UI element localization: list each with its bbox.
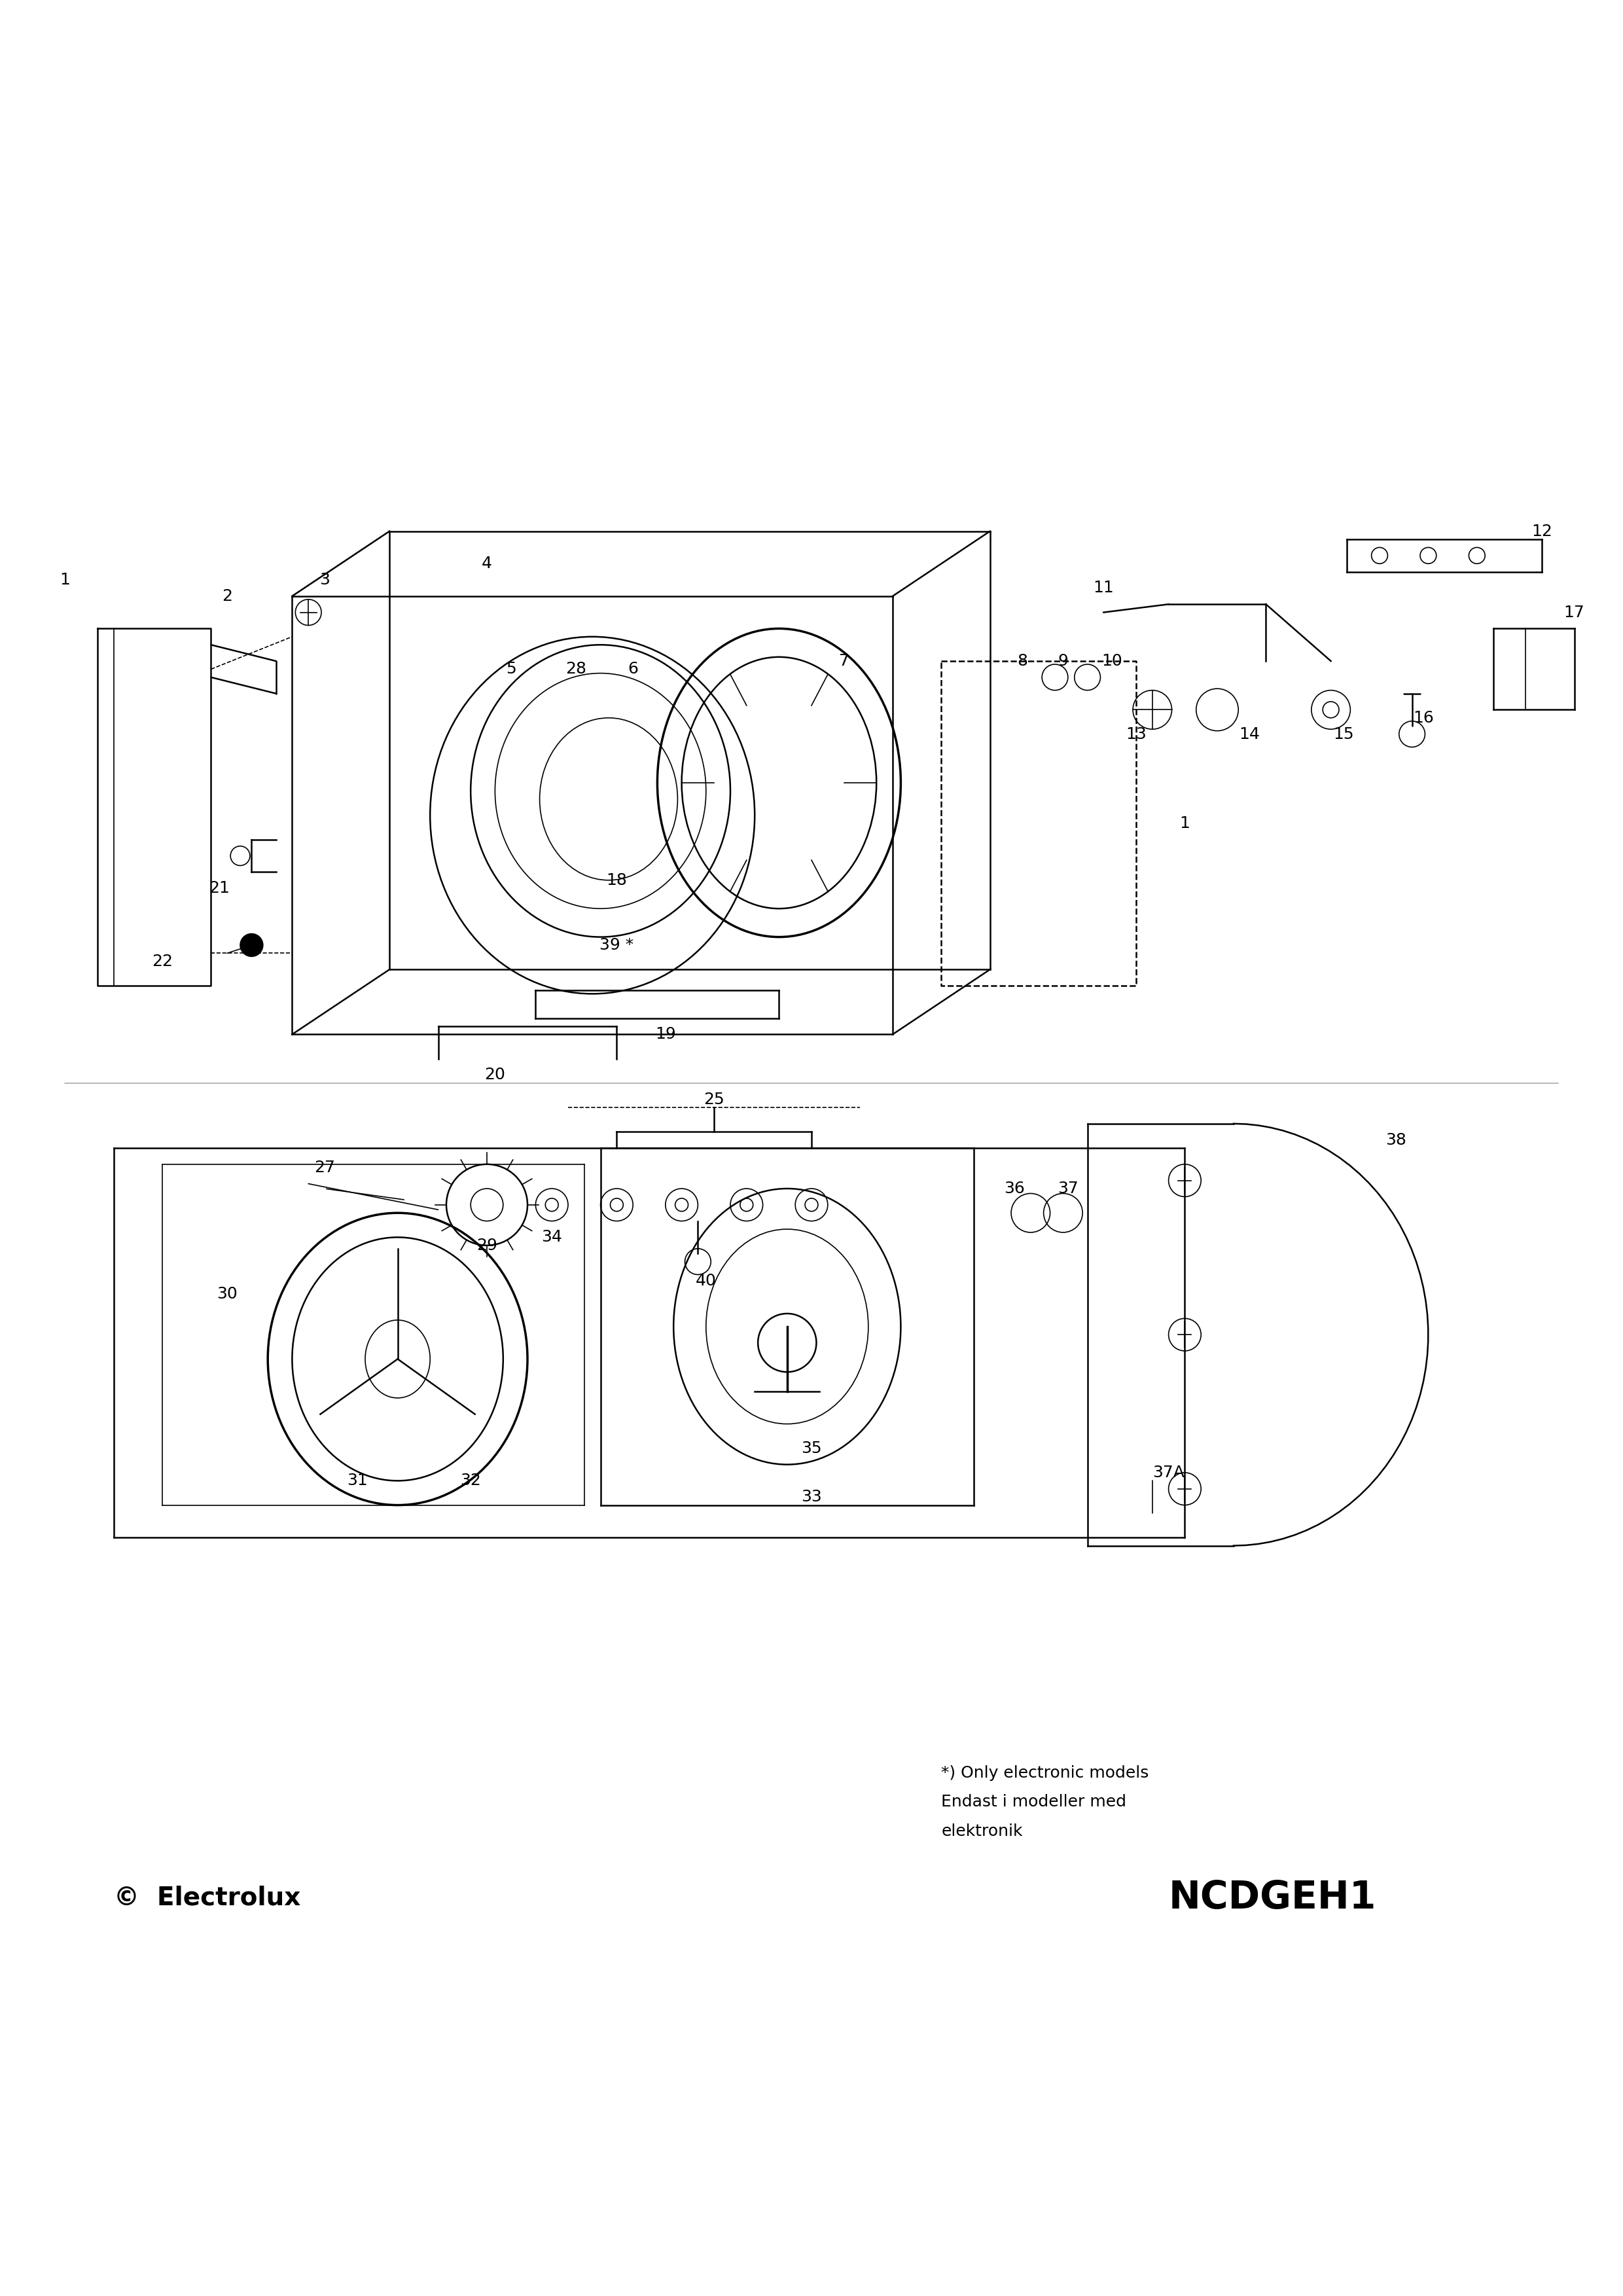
Text: elektronik: elektronik [941, 1823, 1022, 1839]
Text: Endast i modeller med: Endast i modeller med [941, 1793, 1126, 1809]
Text: 5: 5 [506, 661, 516, 677]
Text: 37: 37 [1058, 1180, 1078, 1196]
Text: 2: 2 [222, 588, 232, 604]
Circle shape [240, 934, 263, 957]
Text: 1: 1 [60, 572, 70, 588]
Text: 10: 10 [1102, 652, 1121, 668]
Text: 27: 27 [315, 1159, 334, 1176]
Text: 15: 15 [1334, 726, 1354, 742]
Text: 40: 40 [696, 1274, 716, 1288]
Text: 16: 16 [1414, 709, 1433, 726]
Text: 19: 19 [656, 1026, 675, 1042]
Text: 11: 11 [1094, 581, 1113, 597]
Text: 37A: 37A [1152, 1465, 1185, 1481]
Text: 18: 18 [607, 872, 626, 889]
Text: 14: 14 [1240, 726, 1259, 742]
Text: 29: 29 [477, 1238, 497, 1254]
Text: 36: 36 [1005, 1180, 1024, 1196]
Text: 3: 3 [320, 572, 329, 588]
Text: 38: 38 [1386, 1132, 1406, 1148]
Text: 4: 4 [482, 556, 492, 572]
Text: 8: 8 [1018, 652, 1027, 668]
Text: 22: 22 [153, 953, 172, 969]
Text: 31: 31 [347, 1474, 367, 1488]
Text: 35: 35 [802, 1440, 821, 1456]
Text: 30: 30 [217, 1286, 237, 1302]
Text: NCDGEH1: NCDGEH1 [1169, 1878, 1376, 1917]
Text: 6: 6 [628, 661, 638, 677]
Text: 25: 25 [704, 1091, 724, 1107]
Text: 33: 33 [802, 1490, 821, 1504]
Text: 12: 12 [1532, 523, 1552, 540]
Text: 9: 9 [1058, 652, 1068, 668]
Text: ©  Electrolux: © Electrolux [114, 1885, 300, 1910]
Text: *) Only electronic models: *) Only electronic models [941, 1766, 1149, 1782]
Text: 28: 28 [566, 661, 586, 677]
Text: 32: 32 [461, 1474, 480, 1488]
Text: 1: 1 [1180, 815, 1190, 831]
Text: 20: 20 [485, 1068, 505, 1084]
Text: 7: 7 [839, 652, 849, 668]
Text: 13: 13 [1126, 726, 1146, 742]
Text: 21: 21 [209, 879, 229, 895]
Text: 39 *: 39 * [599, 937, 635, 953]
Text: 34: 34 [542, 1228, 562, 1244]
Text: 17: 17 [1565, 604, 1584, 620]
